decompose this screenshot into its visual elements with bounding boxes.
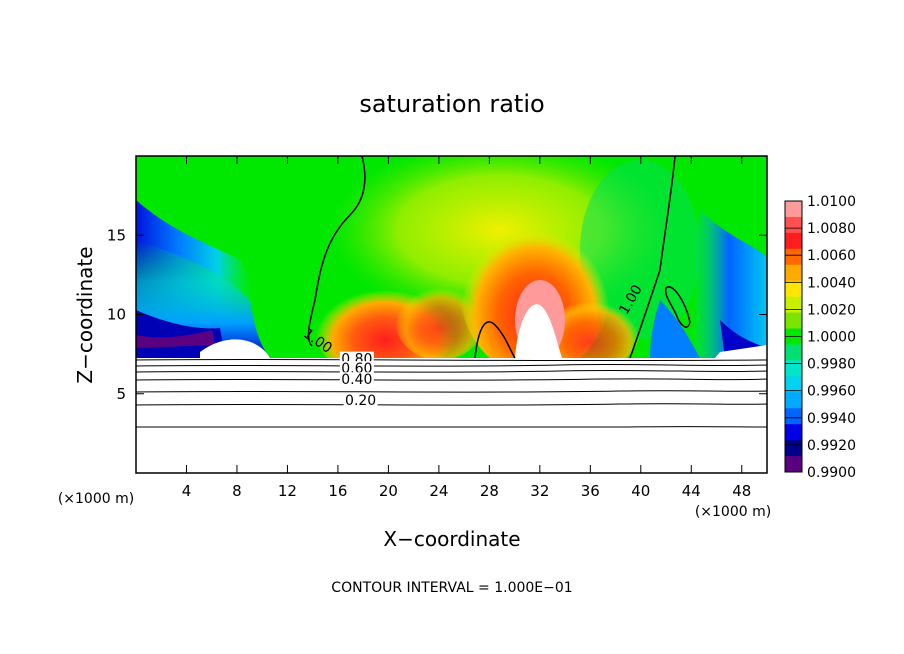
x-tick-label: 24 bbox=[429, 482, 448, 500]
colorbar-label: 1.0040 bbox=[807, 275, 856, 291]
heatmap-field bbox=[136, 156, 767, 473]
x-tick-label: 4 bbox=[182, 482, 192, 500]
colorbar-swatch bbox=[785, 201, 802, 218]
y-axis-label: Z−coordinate bbox=[73, 246, 97, 383]
colorbar-swatch bbox=[785, 456, 802, 473]
colorbar-label: 0.9940 bbox=[807, 411, 856, 427]
colorbar-swatch bbox=[785, 440, 802, 457]
colorbar-swatch bbox=[785, 248, 802, 266]
y-axis-ticks: 5 10 15 bbox=[107, 226, 767, 403]
x-tick-label: 8 bbox=[232, 482, 242, 500]
contour-label: 0.20 bbox=[345, 393, 376, 409]
colorbar-swatch bbox=[785, 424, 802, 441]
chart-title: saturation ratio bbox=[359, 90, 544, 118]
x-axis-label: X−coordinate bbox=[383, 527, 520, 551]
colorbar-swatch bbox=[785, 264, 802, 282]
x-axis-ticks: 4 8 12 16 20 24 28 32 36 40 44 48 bbox=[182, 156, 751, 500]
colorbar-label: 0.9980 bbox=[807, 357, 856, 373]
x-tick-label: 28 bbox=[480, 482, 499, 500]
colorbar-label: 1.0060 bbox=[807, 248, 856, 264]
contour-label-bg bbox=[343, 392, 378, 407]
y-axis-unit-label: (×1000 m) bbox=[58, 491, 134, 507]
x-tick-label: 40 bbox=[631, 482, 650, 500]
colorbar-swatch bbox=[785, 312, 802, 330]
x-tick-label: 16 bbox=[328, 482, 347, 500]
colorbar-label: 0.9920 bbox=[807, 438, 856, 454]
colorbar-label: 1.0000 bbox=[807, 330, 856, 346]
colorbar-label: 1.0020 bbox=[807, 302, 856, 318]
x-axis-unit-label: (×1000 m) bbox=[695, 504, 771, 520]
x-tick-label: 20 bbox=[379, 482, 398, 500]
colorbar-label: 0.9960 bbox=[807, 384, 856, 400]
colorbar-label: 1.0080 bbox=[807, 221, 856, 237]
colorbar-label: 1.0100 bbox=[807, 194, 856, 210]
colorbar: 1.0100 1.0080 1.0060 1.0040 1.0020 1.0000 0.99… bbox=[784, 194, 856, 481]
colorbar-swatch bbox=[785, 232, 802, 250]
y-tick-label: 15 bbox=[107, 226, 126, 244]
y-tick-label: 5 bbox=[116, 385, 126, 403]
colorbar-swatch bbox=[785, 376, 802, 393]
colorbar-swatch bbox=[785, 280, 802, 298]
colorbar-swatch bbox=[785, 344, 802, 361]
colorbar-label: 0.9900 bbox=[807, 465, 856, 481]
contour-label: 0.40 bbox=[341, 372, 372, 388]
contour-interval-note: CONTOUR INTERVAL = 1.000E−01 bbox=[331, 580, 572, 596]
x-tick-label: 36 bbox=[581, 482, 600, 500]
x-tick-label: 32 bbox=[530, 482, 549, 500]
colorbar-swatch bbox=[785, 216, 802, 234]
x-tick-label: 48 bbox=[732, 482, 751, 500]
colorbar-swatch bbox=[785, 360, 802, 377]
colorbar-swatch bbox=[785, 392, 802, 409]
x-tick-label: 12 bbox=[278, 482, 297, 500]
x-tick-label: 44 bbox=[682, 482, 701, 500]
y-tick-label: 10 bbox=[107, 306, 126, 324]
contour-label-bg bbox=[339, 361, 374, 376]
contour-label-bg bbox=[339, 372, 374, 387]
colorbar-swatch bbox=[785, 296, 802, 314]
colorbar-swatch bbox=[785, 408, 802, 425]
